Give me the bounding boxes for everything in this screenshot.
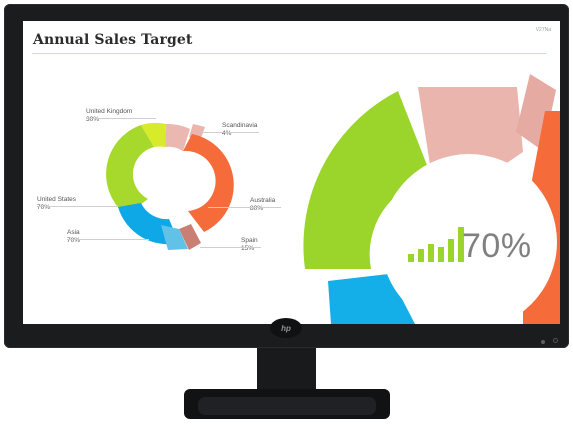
bar	[438, 247, 444, 262]
label-value: 70%	[37, 204, 51, 212]
donut-segment-scandinavia	[165, 123, 190, 151]
monitor-stand-highlight	[198, 397, 376, 415]
label-scandinavia: Scandinavia 4%	[222, 122, 257, 138]
label-name: Spain	[241, 237, 258, 244]
label-name: Australia	[250, 197, 276, 204]
screen: Annual Sales Target V27Na	[23, 21, 560, 324]
leader-scandinavia	[201, 132, 259, 133]
model-label: V27Na	[535, 27, 551, 33]
monitor-bezel: Annual Sales Target V27Na	[4, 4, 569, 348]
logo-text: hp	[281, 323, 291, 333]
donut-segment-teal	[161, 225, 188, 250]
label-name: Asia	[67, 229, 80, 236]
leader-united-kingdom	[86, 118, 156, 119]
page-title: Annual Sales Target	[33, 32, 193, 48]
label-value: 15%	[241, 245, 255, 253]
bar	[458, 227, 464, 262]
leader-australia	[208, 207, 281, 208]
label-name: United States	[37, 196, 77, 203]
label-value: 4%	[222, 130, 232, 138]
title-divider	[32, 53, 546, 54]
bar	[428, 244, 434, 262]
label-value: 80%	[250, 205, 264, 213]
leader-spain	[200, 247, 261, 248]
donut-chart	[106, 122, 234, 250]
bar	[408, 254, 414, 262]
bar	[418, 249, 424, 262]
label-australia: Australia 80%	[250, 197, 275, 213]
label-value: 30%	[86, 116, 100, 124]
label-asia: Asia 70%	[67, 229, 80, 245]
big-ring-graphic	[303, 74, 560, 324]
label-value: 70%	[67, 237, 81, 245]
label-name: United Kingdom	[86, 108, 133, 115]
big-ring-green	[303, 91, 432, 269]
label-united-states: United States 70%	[37, 196, 76, 212]
hp-logo: hp	[270, 318, 302, 338]
label-united-kingdom: United Kingdom 30%	[86, 108, 132, 124]
donut-hole	[138, 149, 194, 205]
label-name: Scandinavia	[222, 122, 258, 129]
big-percent-value: 70%	[462, 227, 532, 265]
screen-header: Annual Sales Target V27Na	[23, 21, 560, 71]
leader-asia	[67, 239, 149, 240]
big-ring-hole	[381, 154, 557, 324]
led-indicator-icon	[541, 340, 545, 344]
monitor-stand-neck	[257, 348, 316, 394]
label-spain: Spain 15%	[241, 237, 258, 253]
donut-segment-united-states	[106, 125, 154, 215]
bar	[448, 239, 454, 262]
donut-segment-united-kingdom	[141, 122, 166, 147]
power-icon[interactable]	[553, 338, 558, 343]
leader-united-states	[37, 206, 117, 207]
bar-chart-icon	[408, 227, 464, 262]
donut-segment-spain	[179, 224, 201, 250]
